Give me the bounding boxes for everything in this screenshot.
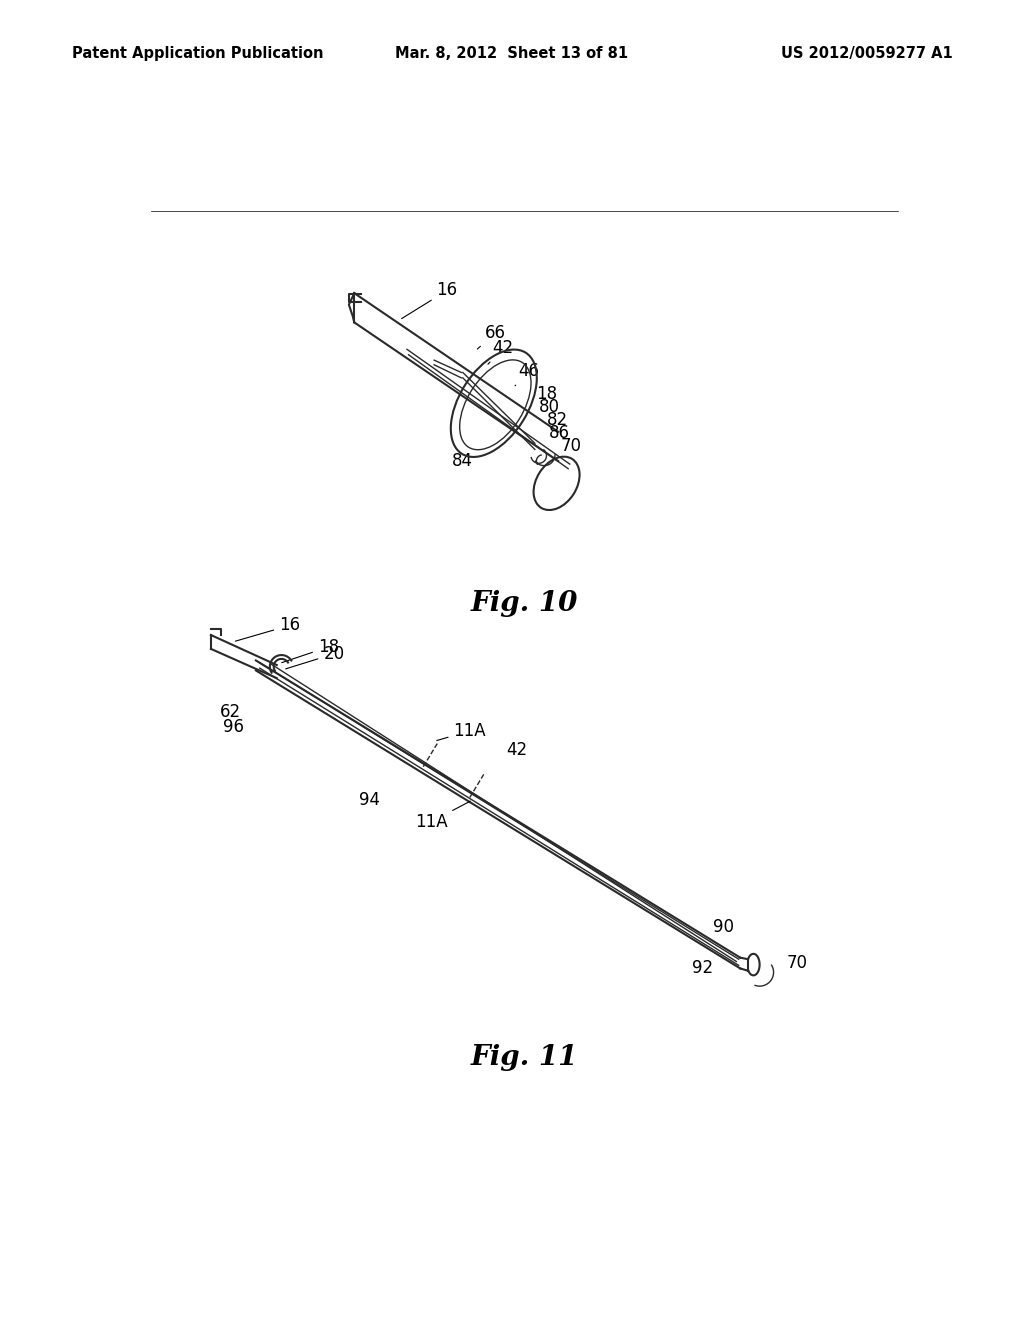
Text: 16: 16 (401, 281, 458, 318)
Text: 82: 82 (547, 411, 567, 429)
Text: 86: 86 (549, 424, 569, 442)
Text: 46: 46 (515, 362, 539, 385)
Text: 18: 18 (537, 385, 557, 404)
Text: 20: 20 (286, 645, 344, 669)
Text: Fig. 11: Fig. 11 (471, 1044, 579, 1072)
Text: 94: 94 (359, 791, 380, 809)
Text: 42: 42 (506, 741, 527, 759)
Text: 70: 70 (786, 954, 808, 973)
Text: Fig. 10: Fig. 10 (471, 590, 579, 616)
Text: Patent Application Publication: Patent Application Publication (72, 46, 324, 61)
Text: 92: 92 (692, 960, 714, 977)
Text: 90: 90 (713, 919, 734, 936)
Text: 16: 16 (236, 616, 300, 642)
Text: 42: 42 (488, 339, 513, 364)
Text: 62: 62 (219, 704, 241, 722)
Text: US 2012/0059277 A1: US 2012/0059277 A1 (780, 46, 952, 61)
Text: 66: 66 (477, 323, 506, 348)
Text: 84: 84 (452, 453, 473, 470)
Text: 70: 70 (560, 437, 582, 455)
Text: Mar. 8, 2012  Sheet 13 of 81: Mar. 8, 2012 Sheet 13 of 81 (395, 46, 629, 61)
Text: 11A: 11A (437, 722, 486, 741)
Text: 80: 80 (539, 399, 560, 417)
Text: 96: 96 (223, 718, 245, 737)
Text: 11A: 11A (415, 801, 470, 830)
Text: 18: 18 (282, 638, 339, 663)
